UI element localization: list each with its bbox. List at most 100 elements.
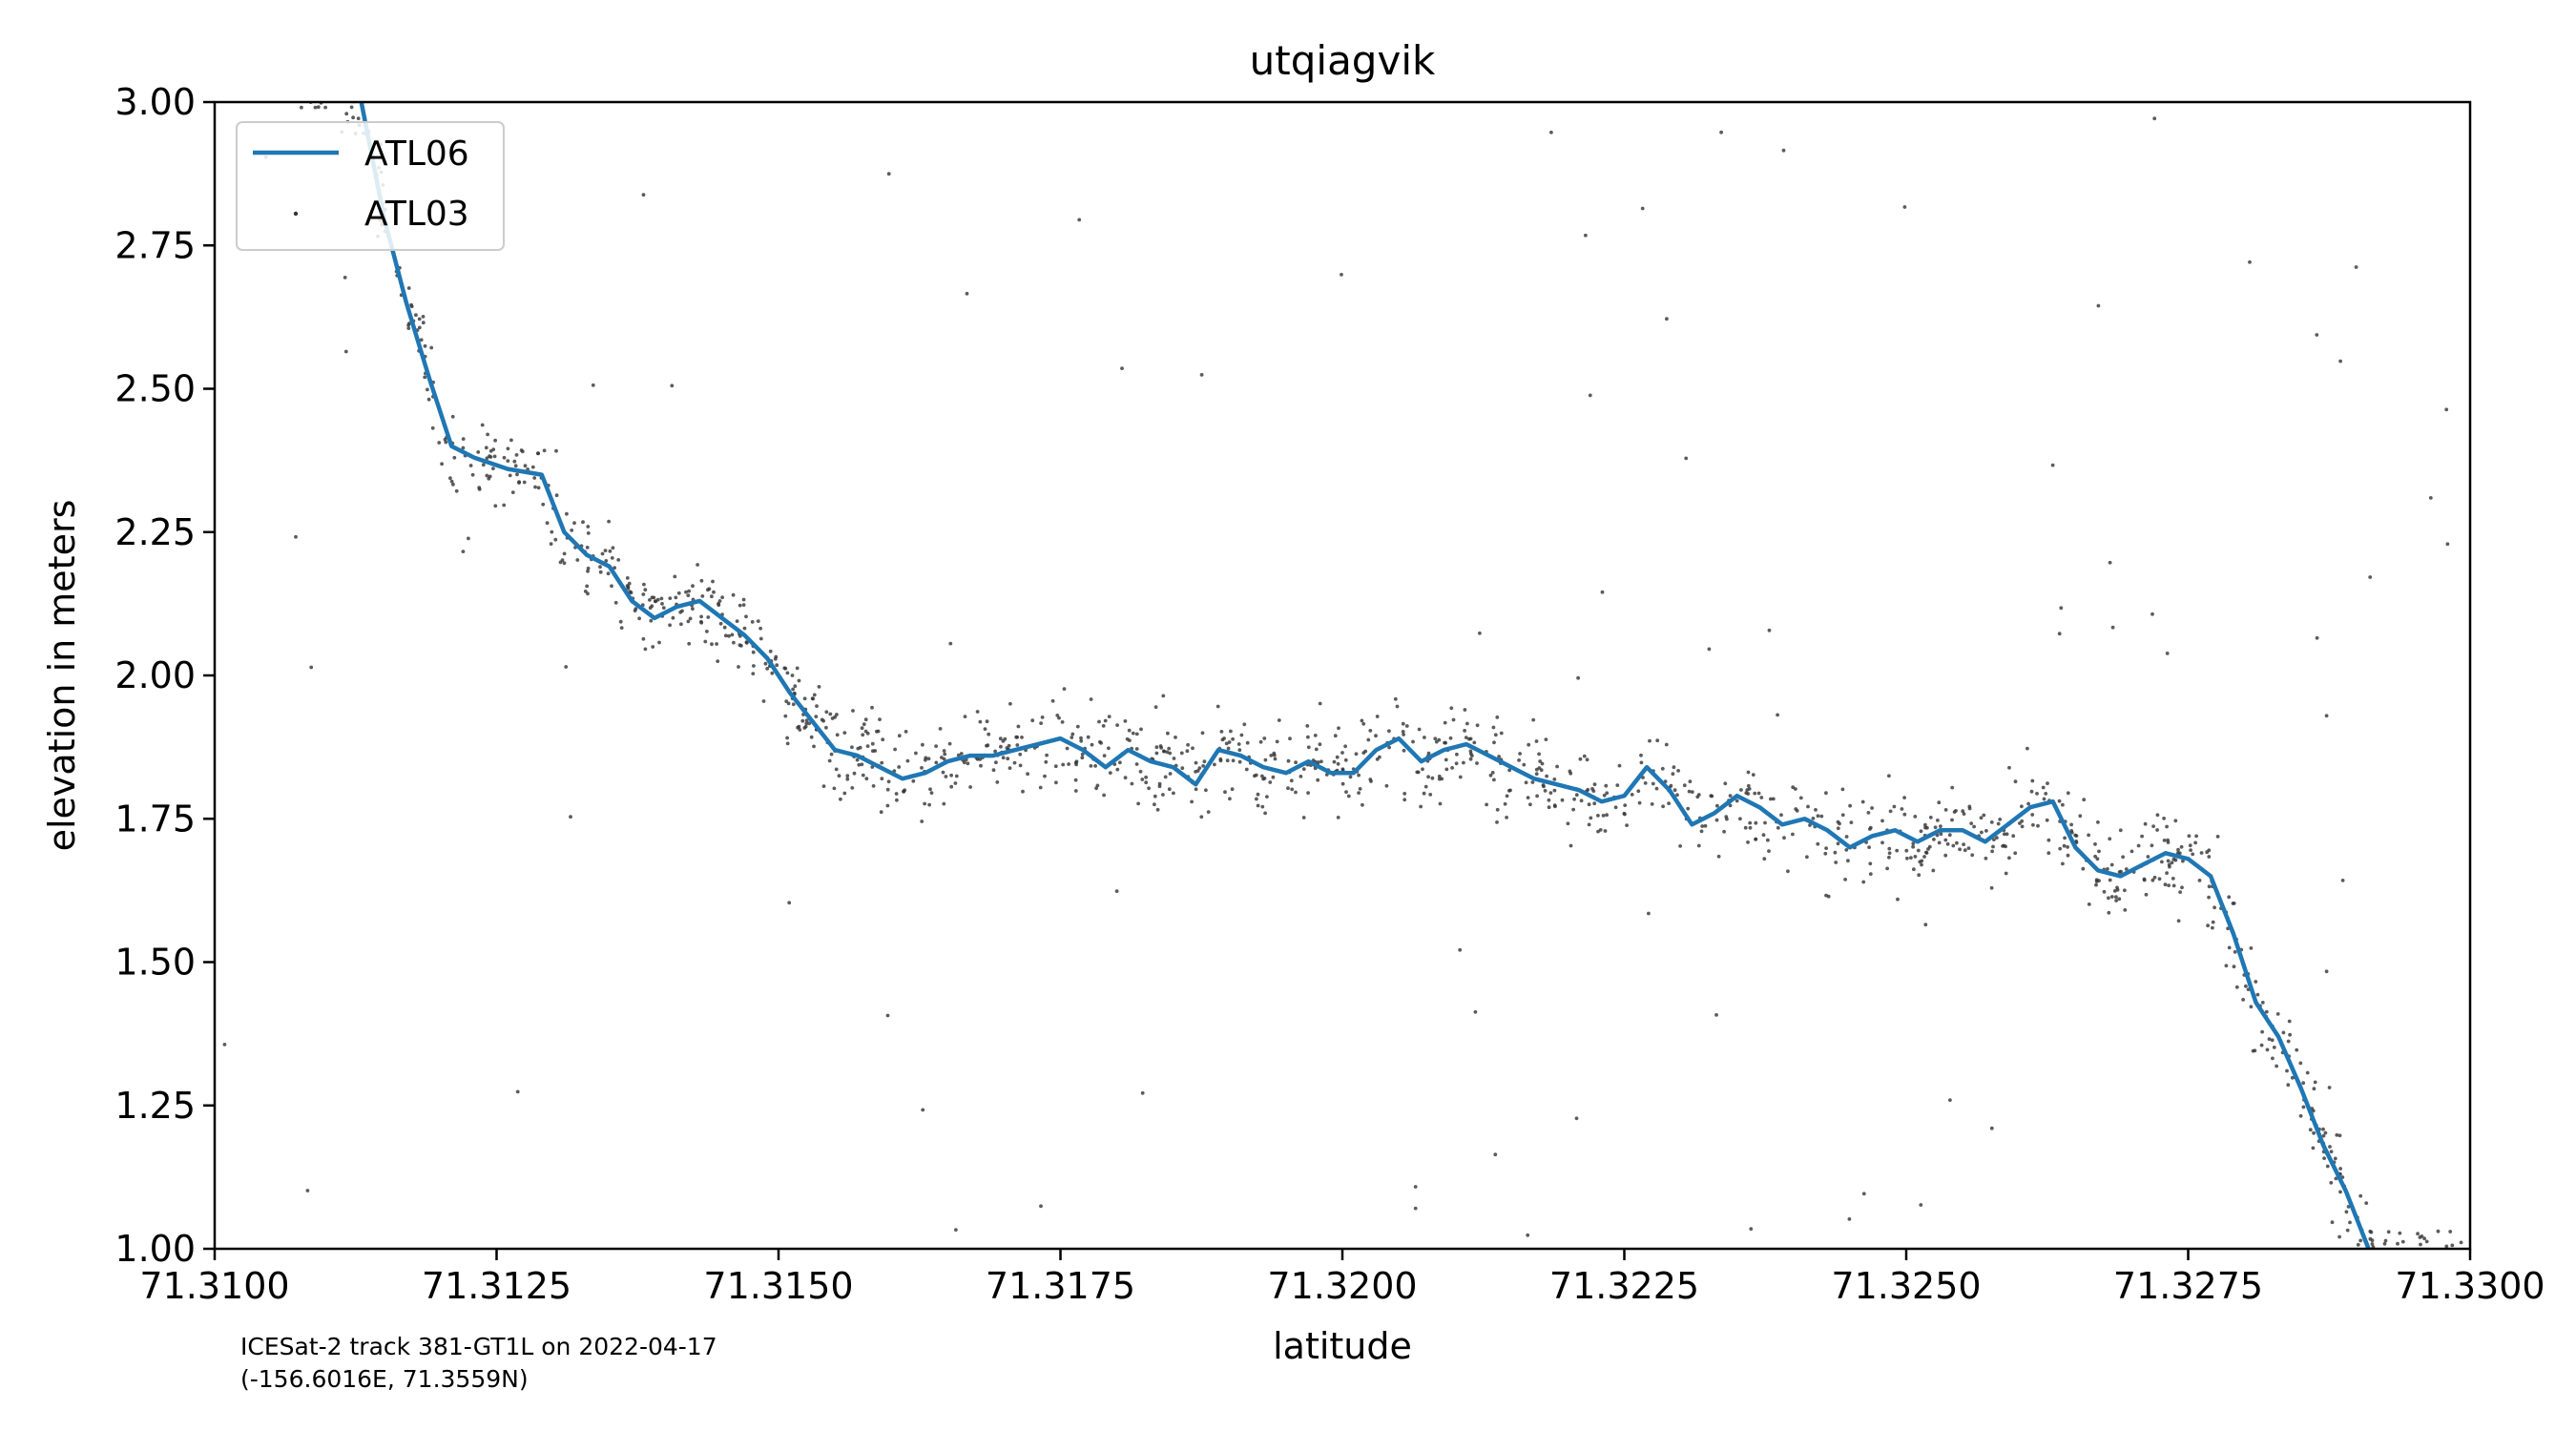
atl03-point [2255, 992, 2260, 997]
atl03-point [986, 743, 990, 748]
atl03-point [1437, 774, 1442, 778]
atl03-point [467, 536, 470, 541]
atl03-point [554, 448, 558, 453]
atl03-point [1444, 767, 1449, 772]
atl03-point [1990, 849, 1995, 854]
atl03-point [1316, 778, 1320, 782]
atl03-point [975, 710, 980, 714]
atl03-point [1204, 788, 1208, 793]
atl03-point [1039, 721, 1043, 725]
atl03-point [502, 455, 507, 460]
atl03-point [1139, 727, 1143, 732]
atl03-point [751, 650, 756, 654]
atl03-point [1936, 819, 1940, 822]
annotation-coordinates: (-156.6016E, 71.3559N) [240, 1365, 529, 1393]
atl03-point [2107, 910, 2111, 915]
atl03-point [1495, 820, 1499, 824]
atl03-point [1202, 759, 1207, 764]
atl03-point [2199, 851, 2204, 855]
atl03-point [1161, 694, 1166, 698]
atl03-point [1543, 789, 1548, 793]
atl03-point [2162, 817, 2167, 820]
atl03-point [2140, 834, 2145, 839]
atl03-point [430, 425, 435, 430]
atl03-point [2249, 1005, 2254, 1009]
atl03-point [1168, 772, 1173, 776]
atl03-point [1834, 861, 1839, 864]
atl03-point [842, 731, 847, 735]
atl03-point [934, 744, 938, 748]
atl03-point [1306, 791, 1310, 795]
atl03-point [787, 901, 792, 905]
atl03-point [1144, 775, 1148, 779]
atl03-point [1061, 762, 1066, 767]
atl03-point [452, 455, 457, 460]
atl03-point [2189, 848, 2193, 852]
atl03-point [1868, 827, 1872, 831]
atl03-point [1547, 805, 1551, 810]
atl03-point [991, 768, 996, 773]
atl03-point [2344, 1210, 2349, 1214]
atl03-point [1650, 802, 1654, 806]
atl03-point [1508, 788, 1512, 793]
atl03-point [2093, 842, 2097, 846]
atl03-point [426, 387, 429, 392]
atl03-point [893, 747, 897, 752]
atl03-point [2013, 851, 2018, 856]
atl03-point [1223, 790, 1227, 795]
atl03-point [236, 74, 239, 78]
atl03-point [1902, 796, 1906, 799]
atl03-point [625, 576, 630, 580]
atl03-point [785, 741, 790, 746]
atl03-point [330, 80, 334, 84]
atl03-point [706, 615, 711, 619]
atl03-point [286, 34, 290, 38]
atl03-point [417, 325, 422, 330]
atl03-point [2465, 1308, 2469, 1312]
atl03-point [1220, 737, 1225, 742]
atl03-point [994, 760, 998, 765]
atl03-point [309, 665, 314, 670]
atl03-point [1030, 718, 1035, 723]
atl03-point [797, 678, 801, 683]
atl03-point [2106, 867, 2109, 871]
atl03-point [1014, 735, 1019, 739]
atl03-point [845, 777, 850, 781]
atl03-point [1603, 829, 1608, 833]
atl03-point [1123, 719, 1128, 723]
atl03-point [1194, 760, 1198, 765]
atl03-point [928, 787, 932, 792]
atl03-point [313, 105, 318, 110]
atl03-point [480, 423, 485, 427]
atl03-point [1490, 771, 1495, 775]
atl03-point [2050, 463, 2055, 467]
atl03-point [2150, 843, 2154, 848]
atl03-point [2227, 945, 2232, 950]
atl03-point [235, 25, 239, 29]
atl03-point [1475, 761, 1479, 765]
atl03-point [1340, 751, 1344, 755]
atl03-point [1900, 807, 1904, 811]
atl03-point [2150, 878, 2155, 882]
atl03-point [305, 1189, 310, 1192]
atl03-point [803, 724, 808, 729]
atl03-point [739, 644, 743, 648]
atl03-point [1528, 802, 1532, 807]
atl03-point [1219, 730, 1224, 734]
atl03-point [1200, 731, 1205, 736]
y-tick-label: 1.50 [114, 942, 196, 984]
atl03-point [550, 529, 554, 534]
atl03-point [1361, 802, 1364, 807]
atl03-point [790, 674, 795, 677]
atl03-point [2435, 1254, 2439, 1257]
atl03-point [1306, 735, 1310, 739]
atl03-point [1584, 233, 1588, 238]
atl03-point [1163, 775, 1168, 779]
atl03-point [809, 735, 814, 739]
atl03-point [536, 451, 540, 456]
atl03-point [1836, 826, 1840, 831]
atl03-point [717, 599, 722, 603]
atl03-point [1194, 787, 1198, 792]
atl03-point [2207, 855, 2212, 859]
atl03-point [2095, 857, 2100, 861]
